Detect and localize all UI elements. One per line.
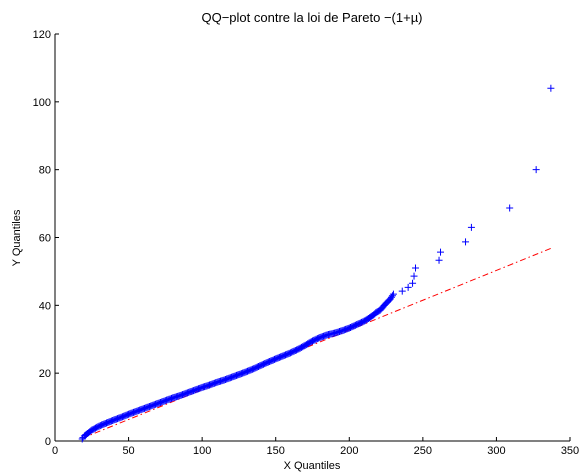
data-point bbox=[468, 224, 475, 231]
y-tick-label: 0 bbox=[45, 436, 51, 448]
x-tick-label: 150 bbox=[267, 445, 285, 457]
x-tick-label: 50 bbox=[122, 445, 134, 457]
axes: 0 50 100 150 200 250 300 350 0 20 40 60 80 100 120 bbox=[33, 29, 579, 457]
data-point bbox=[399, 288, 406, 295]
x-tick-label: 300 bbox=[487, 445, 505, 457]
data-point bbox=[437, 249, 444, 256]
y-tick-label: 20 bbox=[39, 368, 51, 380]
x-axis-title: X Quantiles bbox=[284, 460, 341, 472]
chart-title: QQ−plot contre la loi de Pareto −(1+µ) bbox=[201, 10, 422, 25]
data-point bbox=[462, 238, 469, 245]
data-point bbox=[533, 166, 540, 173]
x-tick-label: 0 bbox=[52, 445, 58, 457]
data-point bbox=[405, 284, 412, 291]
data-point bbox=[436, 257, 443, 264]
x-tick-label: 100 bbox=[193, 445, 211, 457]
x-tick-label: 350 bbox=[561, 445, 579, 457]
data-points-group bbox=[79, 85, 555, 443]
y-tick-label: 120 bbox=[33, 29, 51, 41]
x-tick-label: 250 bbox=[414, 445, 432, 457]
x-tick-label: 200 bbox=[340, 445, 358, 457]
reference-line-group bbox=[82, 248, 551, 438]
y-tick-label: 60 bbox=[39, 233, 51, 245]
data-point bbox=[409, 280, 416, 287]
y-tick-label: 40 bbox=[39, 300, 51, 312]
reference-line bbox=[82, 248, 551, 438]
data-point bbox=[547, 85, 554, 92]
data-point bbox=[506, 204, 513, 211]
y-tick-label: 100 bbox=[33, 97, 51, 109]
y-axis-title: Y Quantiles bbox=[11, 209, 23, 266]
data-point bbox=[412, 265, 419, 272]
data-point bbox=[411, 273, 418, 280]
y-tick-label: 80 bbox=[39, 165, 51, 177]
